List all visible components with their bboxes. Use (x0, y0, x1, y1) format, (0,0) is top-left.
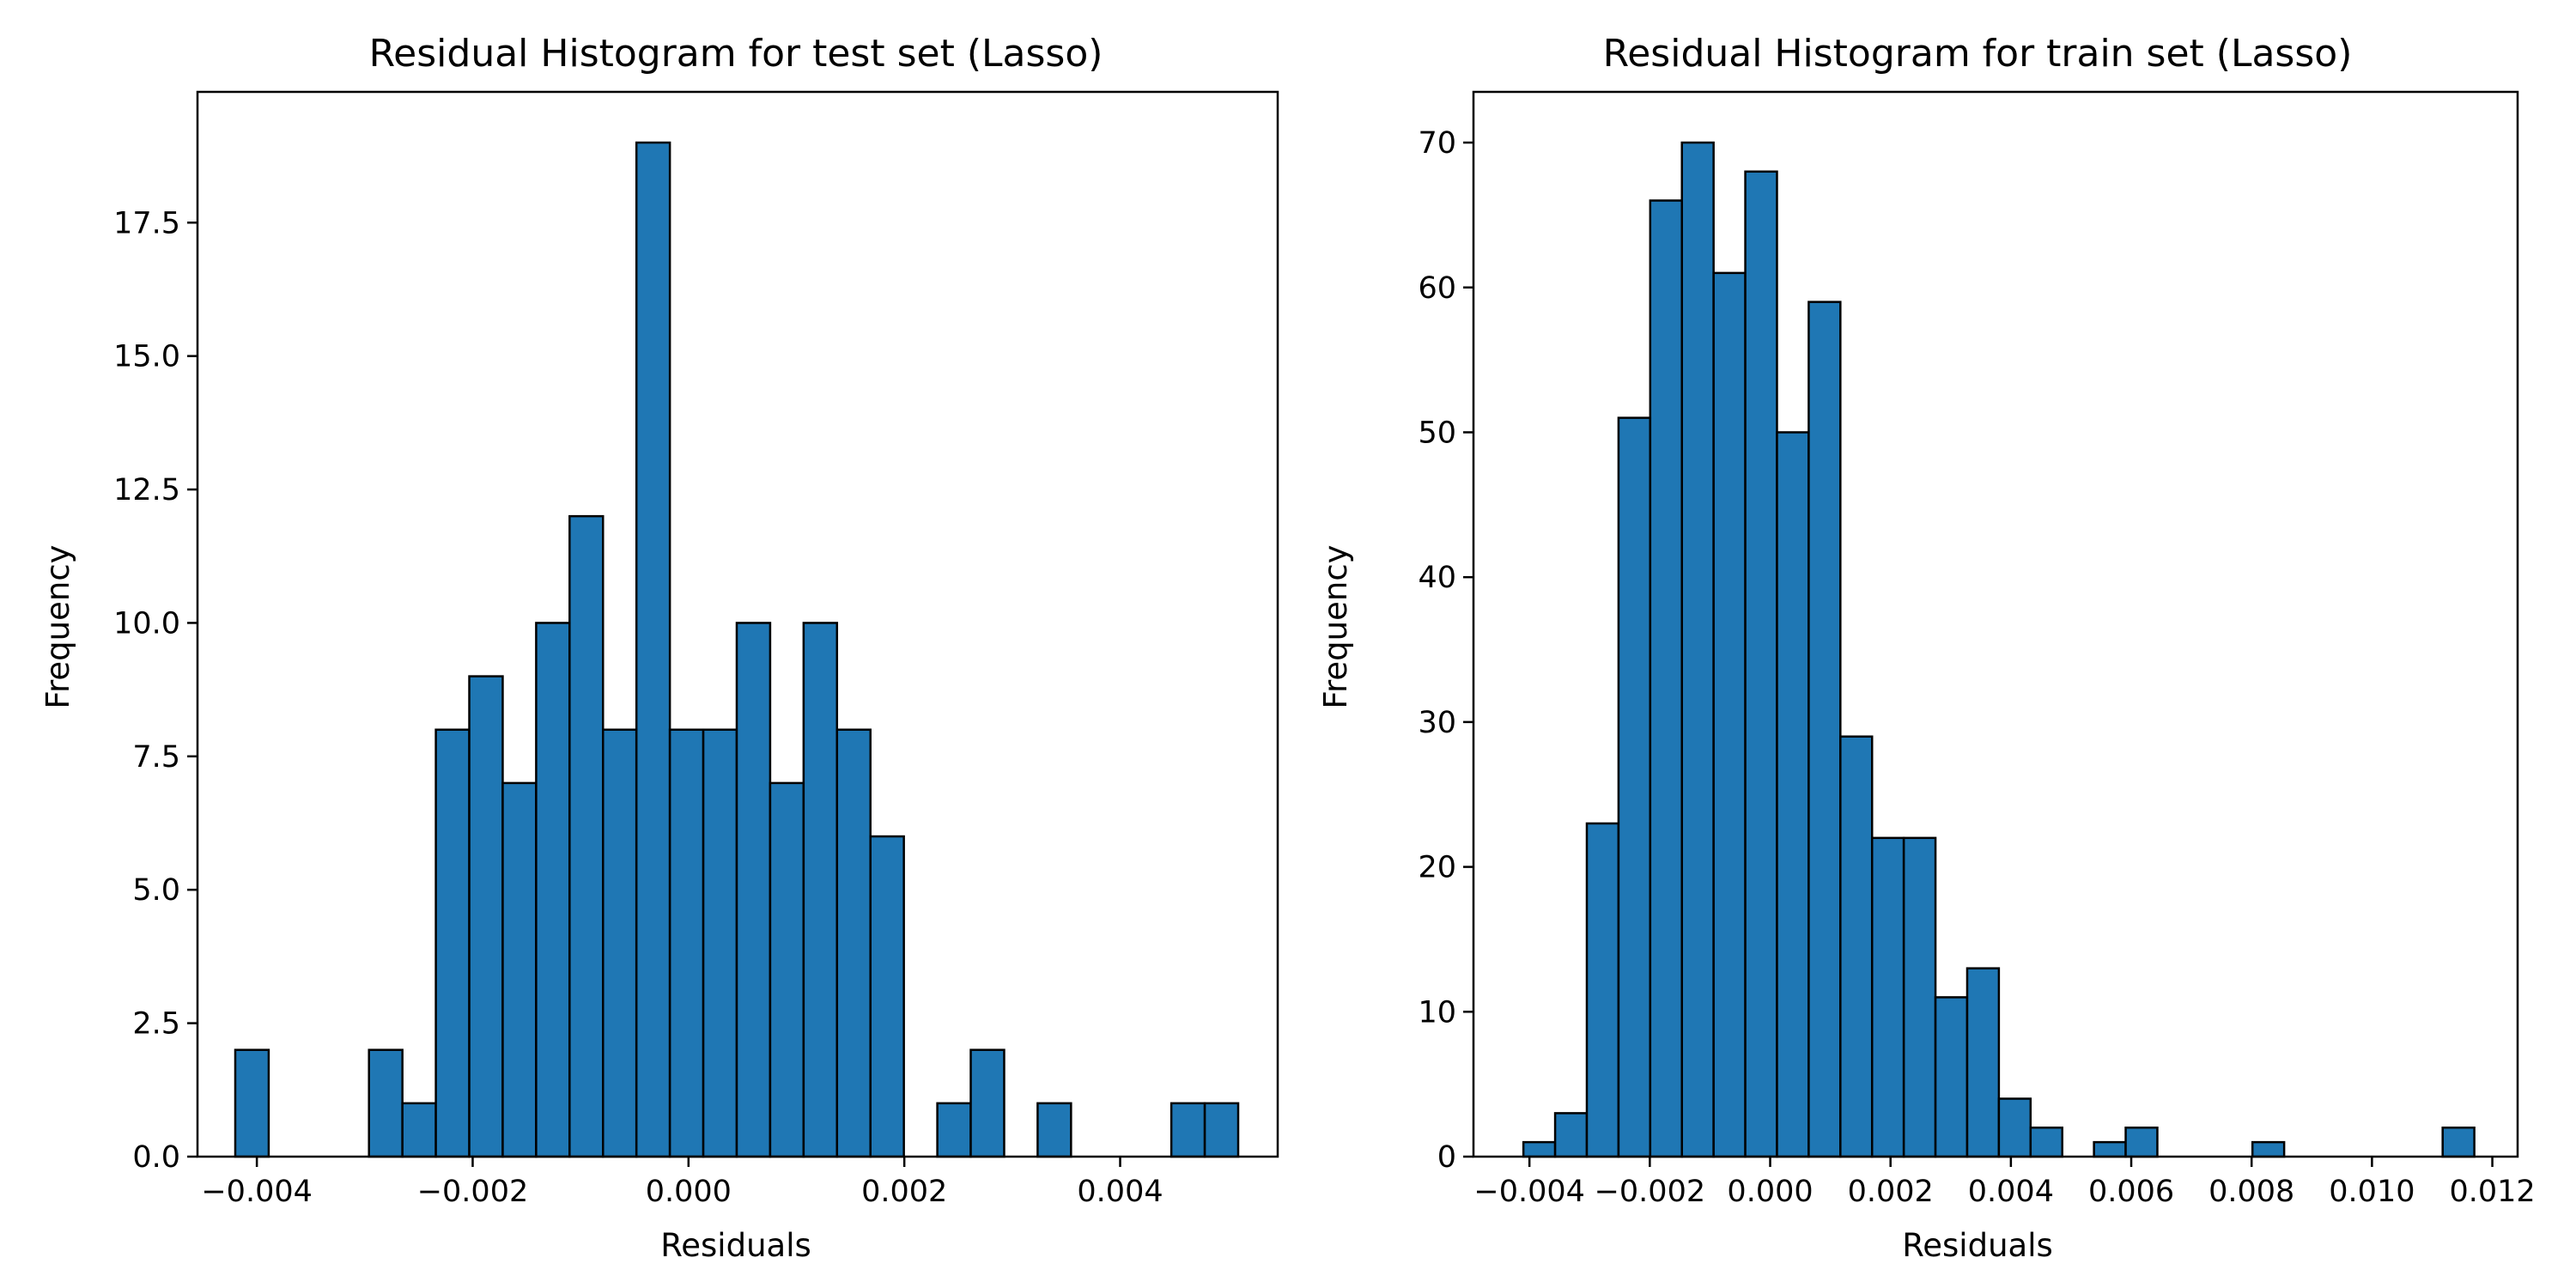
x-tick-label: 0.006 (2088, 1175, 2174, 1209)
histogram-bar (2251, 1140, 2286, 1158)
chart-test-set: Residual Histogram for test set (Lasso) … (39, 32, 1279, 1264)
histogram-bar (702, 728, 738, 1158)
x-tick-label: 0.008 (2208, 1175, 2294, 1209)
histogram-bar (468, 675, 504, 1158)
histogram-bar (2441, 1127, 2476, 1158)
histogram-bars (234, 141, 1240, 1158)
histogram-bar (802, 622, 839, 1158)
histogram-bar (434, 728, 471, 1158)
histogram-bar (1934, 996, 1969, 1158)
y-tick-label: 0 (1437, 1140, 1456, 1175)
histogram-bar (1807, 301, 1842, 1158)
histogram-bars (1522, 141, 2476, 1158)
y-tick-label: 17.5 (113, 206, 180, 240)
histogram-bar (668, 728, 705, 1158)
histogram-bar (969, 1048, 1005, 1158)
y-axis-ticks: 0 10 20 30 40 50 60 70 (1418, 126, 1473, 1175)
x-tick-label: −0.002 (417, 1175, 529, 1209)
x-tick-label: 0.000 (646, 1175, 732, 1209)
x-axis-ticks: −0.004 −0.002 0.000 0.002 0.004 (201, 1157, 1163, 1209)
histogram-bar (602, 728, 638, 1158)
y-tick-label: 10.0 (113, 606, 180, 641)
histogram-bar (2124, 1127, 2159, 1158)
x-tick-label: 0.002 (1848, 1175, 1934, 1209)
y-axis-label: Frequency (39, 544, 76, 708)
histogram-bar (1522, 1140, 1557, 1158)
histogram-bar (1712, 271, 1747, 1158)
histogram-bar (1553, 1112, 1589, 1158)
histogram-bar (1203, 1102, 1240, 1158)
y-tick-label: 30 (1418, 706, 1456, 740)
histogram-bar (1997, 1097, 2032, 1158)
plot-frame (1472, 90, 2519, 1158)
histogram-bar (1036, 1102, 1072, 1158)
histogram-bar (1649, 199, 1683, 1158)
x-tick-label: −0.002 (1595, 1175, 1706, 1209)
histogram-bar (1170, 1102, 1206, 1158)
x-axis-label: Residuals (660, 1227, 811, 1264)
histogram-bar (835, 728, 872, 1158)
histogram-bar (735, 622, 772, 1158)
y-tick-label: 0.0 (132, 1140, 180, 1175)
histogram-bar (234, 1048, 270, 1158)
x-tick-label: 0.010 (2329, 1175, 2415, 1209)
y-tick-label: 20 (1418, 851, 1456, 885)
y-axis-label: Frequency (1317, 544, 1354, 708)
histogram-bar (1870, 836, 1905, 1158)
x-tick-label: −0.004 (201, 1175, 313, 1209)
plot-frame (196, 90, 1279, 1158)
y-tick-label: 15.0 (113, 340, 180, 374)
histogram-bar (501, 781, 538, 1158)
histogram-bar (1776, 431, 1810, 1158)
y-tick-label: 7.5 (132, 740, 180, 775)
x-tick-label: 0.000 (1727, 1175, 1813, 1209)
y-tick-label: 10 (1418, 995, 1456, 1030)
y-tick-label: 40 (1418, 561, 1456, 595)
histogram-bar (869, 835, 905, 1158)
histogram-bar (1585, 822, 1620, 1158)
x-tick-label: −0.004 (1473, 1175, 1585, 1209)
histogram-bar (635, 141, 671, 1158)
histogram-bar (1680, 141, 1715, 1158)
y-tick-label: 70 (1418, 126, 1456, 161)
histogram-bar (1617, 416, 1652, 1158)
x-axis-ticks: −0.004 −0.002 0.000 0.002 0.004 0.006 0.008 0.0… (1473, 1157, 2536, 1209)
histogram-bar (2029, 1127, 2063, 1158)
histogram-bar (2093, 1140, 2127, 1158)
y-tick-label: 5.0 (132, 873, 180, 908)
y-axis-ticks: 0.0 2.5 5.0 7.5 10.0 12.5 15.0 17.5 (113, 206, 197, 1175)
histogram-bar (1839, 735, 1874, 1158)
chart-train-set: Residual Histogram for train set (Lasso)… (1317, 32, 2536, 1264)
histogram-bar (568, 514, 605, 1158)
x-tick-label: 0.012 (2449, 1175, 2535, 1209)
histogram-bar (1965, 967, 2001, 1158)
y-tick-label: 12.5 (113, 473, 180, 507)
histogram-bar (368, 1048, 404, 1158)
y-tick-label: 60 (1418, 271, 1456, 306)
x-tick-label: 0.004 (1077, 1175, 1163, 1209)
x-axis-label: Residuals (1902, 1227, 2053, 1264)
histogram-bar (1744, 170, 1778, 1158)
x-tick-label: 0.004 (1968, 1175, 2054, 1209)
histogram-bar (535, 622, 571, 1158)
chart-title: Residual Histogram for test set (Lasso) (369, 32, 1103, 76)
histogram-bar (769, 781, 805, 1158)
histogram-bar (936, 1102, 972, 1158)
x-tick-label: 0.002 (861, 1175, 947, 1209)
y-tick-label: 50 (1418, 416, 1456, 450)
chart-title: Residual Histogram for train set (Lasso) (1603, 32, 2353, 76)
histogram-bar (401, 1102, 437, 1158)
histogram-bar (1902, 836, 1937, 1158)
y-tick-label: 2.5 (132, 1007, 180, 1042)
